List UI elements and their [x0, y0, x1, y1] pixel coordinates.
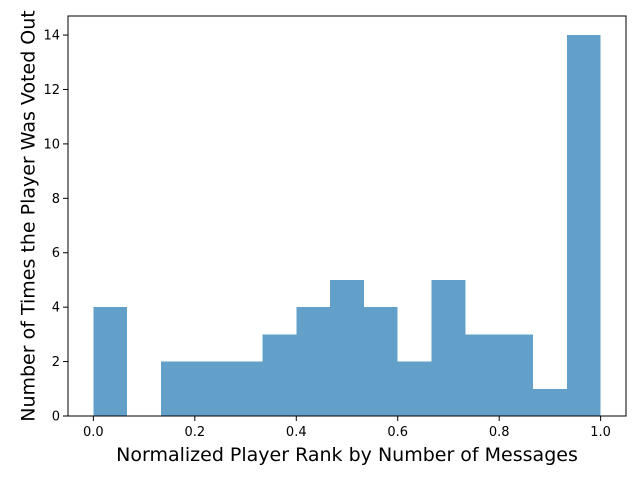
- x-tick-label: 0.4: [286, 425, 307, 440]
- histogram-bar: [397, 361, 432, 416]
- x-axis-ticks: 0.0 0.2 0.4 0.6 0.8 1.0: [83, 416, 611, 440]
- bars-group: [93, 35, 601, 417]
- plot-frame: [67, 15, 627, 417]
- y-axis-label: Number of Times the Player Was Voted Out: [18, 10, 40, 422]
- histogram-bar: [160, 361, 195, 416]
- histogram-bar: [363, 307, 398, 416]
- x-axis-label: Normalized Player Rank by Number of Mess…: [116, 444, 578, 466]
- histogram-bar: [330, 279, 364, 416]
- histogram-bar: [228, 361, 263, 416]
- y-axis-ticks: 0 2 4 6 8 10 12 14: [43, 29, 68, 425]
- y-tick-label: 0: [52, 410, 60, 425]
- histogram-bar: [533, 388, 567, 416]
- x-tick-label: 0.6: [387, 425, 408, 440]
- histogram-bar: [93, 307, 128, 416]
- histogram-bar: [431, 279, 466, 416]
- histogram-bar: [262, 334, 297, 416]
- histogram-bar: [566, 35, 601, 417]
- histogram-bar: [296, 307, 331, 416]
- histogram-bar: [499, 334, 534, 416]
- y-tick-label: 12: [43, 83, 60, 98]
- histogram-bar: [465, 334, 500, 416]
- x-tick-label: 0.8: [489, 425, 510, 440]
- y-tick-label: 2: [52, 355, 60, 370]
- y-tick-label: 6: [52, 246, 60, 261]
- y-tick-label: 8: [52, 192, 60, 207]
- y-tick-label: 4: [52, 301, 60, 316]
- x-tick-label: 0.0: [83, 425, 104, 440]
- x-tick-label: 1.0: [590, 425, 611, 440]
- x-tick-label: 0.2: [184, 425, 205, 440]
- y-tick-label: 14: [43, 29, 60, 44]
- y-tick-label: 10: [43, 137, 60, 152]
- histogram-bar: [194, 361, 229, 416]
